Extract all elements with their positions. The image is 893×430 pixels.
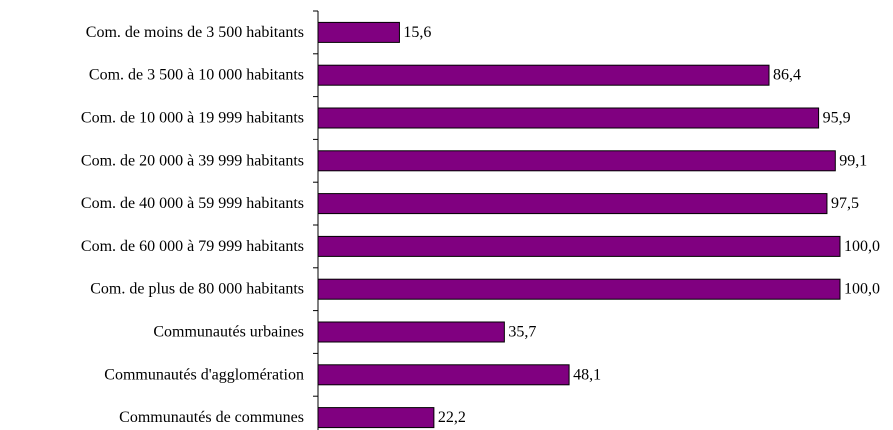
- category-label: Communautés d'agglomération: [104, 366, 304, 383]
- value-label: 35,7: [508, 324, 536, 341]
- category-label: Com. de 3 500 à 10 000 habitants: [89, 67, 304, 84]
- bar: [317, 107, 820, 129]
- category-label: Communautés de communes: [119, 409, 304, 426]
- value-labels-group: 15,6 86,4 95,9 99,1 97,5 100,0 100,0 35,7 48,1 22…: [403, 24, 880, 426]
- category-label: Com. de 60 000 à 79 999 habitants: [81, 238, 304, 255]
- bar: [317, 150, 836, 172]
- category-label: Com. de 10 000 à 19 999 habitants: [81, 110, 304, 127]
- value-label: 97,5: [831, 195, 859, 212]
- bar: [317, 278, 841, 300]
- category-label: Com. de 20 000 à 39 999 habitants: [81, 152, 304, 169]
- value-label: 48,1: [573, 366, 601, 383]
- value-label: 15,6: [403, 24, 431, 41]
- category-label: Com. de plus de 80 000 habitants: [90, 281, 304, 298]
- category-label: Com. de moins de 3 500 habitants: [86, 24, 304, 41]
- bar: [317, 235, 841, 257]
- value-label: 99,1: [839, 152, 867, 169]
- bar: [317, 407, 435, 429]
- category-labels-group: Com. de moins de 3 500 habitants Com. de …: [81, 24, 304, 426]
- value-label: 86,4: [773, 67, 801, 84]
- value-label: 95,9: [823, 110, 851, 127]
- bar: [317, 364, 570, 386]
- bar: [317, 64, 770, 86]
- bar: [317, 321, 505, 343]
- bar: [317, 21, 400, 43]
- value-label: 100,0: [844, 238, 880, 255]
- bar: [317, 193, 828, 215]
- value-label: 22,2: [438, 409, 466, 426]
- category-label: Com. de 40 000 à 59 999 habitants: [81, 195, 304, 212]
- category-axis-ticks: [313, 10, 318, 397]
- category-label: Communautés urbaines: [153, 324, 304, 341]
- value-label: 100,0: [844, 281, 880, 298]
